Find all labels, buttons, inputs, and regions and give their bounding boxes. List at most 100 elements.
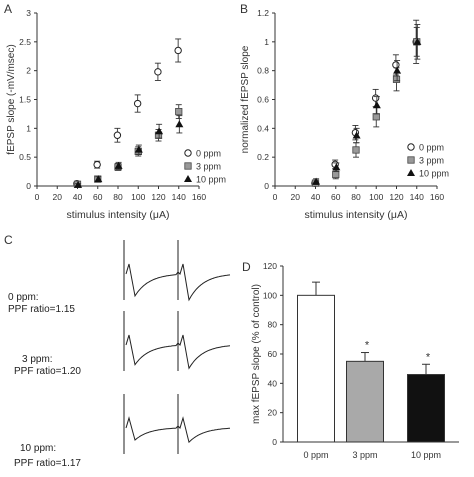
data-point: [175, 108, 183, 116]
trace-label-3ppm-line2: PPF ratio=1.20: [14, 366, 81, 377]
panel-a-y-tick-label: 0.5: [19, 152, 31, 162]
data-point: [113, 131, 122, 139]
panel-b-x-axis-label: stimulus intensity (μA): [305, 209, 408, 221]
panel-b-x-tick-label: 40: [311, 192, 321, 202]
data-point: [93, 160, 101, 169]
panel-letter-c: C: [4, 233, 13, 247]
panel-a-y-tick-label: 0: [26, 181, 31, 191]
panel-b-series-0: [311, 19, 420, 187]
panel-a-y-tick-label: 1: [26, 123, 31, 133]
panel-d-y-axis-label: max fEPSP slope (% of control): [251, 284, 262, 424]
significance-marker: *: [365, 340, 370, 352]
panel-letter-d: D: [242, 260, 251, 274]
panel-a-x-tick-label: 40: [73, 192, 83, 202]
panel-a-x-tick-label: 20: [53, 192, 63, 202]
panel-d-y-tick-label: 60: [268, 349, 278, 359]
data-point: [175, 120, 184, 128]
panel-a-legend-marker: [184, 162, 192, 170]
trace-waveform: [125, 416, 230, 444]
panel-d-y-tick-label: 40: [268, 378, 278, 388]
panel-letter-b: B: [240, 2, 249, 16]
panel-b-y-tick-label: 1: [264, 37, 269, 47]
data-point: [134, 145, 143, 153]
panel-b-chart: 0 20 40 60 80 100 120 140 160 0 0.2 0.4 0.6 0.8 1 1.2 st…: [240, 8, 449, 221]
data-point: [133, 99, 142, 108]
data-point: [392, 61, 400, 69]
panel-b-x-tick-label: 60: [331, 192, 341, 202]
data-point: [114, 161, 123, 169]
panel-b-y-tick-label: 0.2: [257, 152, 269, 162]
panel-b-x-tick-label: 0: [273, 192, 278, 202]
trace-waveform: [125, 334, 231, 370]
trace-2: [123, 394, 230, 454]
data-point: [154, 68, 162, 76]
trace-1: [123, 311, 231, 371]
panel-b-legend-marker: [407, 156, 415, 164]
panel-letter-a: A: [4, 2, 13, 16]
trace-waveform: [125, 263, 231, 302]
panel-a-series-2: [74, 115, 184, 188]
panel-b-series-2: [312, 24, 422, 186]
panel-b-x-tick-label: 100: [369, 192, 383, 202]
panel-a-legend-marker: [184, 149, 192, 157]
panel-b-x-tick-label: 20: [291, 192, 301, 202]
data-point: [352, 131, 361, 139]
data-point: [372, 113, 380, 121]
panel-b-x-tick-label: 160: [430, 192, 444, 202]
panel-a-y-axis-label: fEPSP slope (-mV/msec): [6, 44, 17, 154]
panel-b-x-tick-label: 80: [351, 192, 361, 202]
data-point: [371, 94, 380, 102]
panel-b-y-tick-label: 0.4: [257, 123, 269, 133]
data-point: [352, 146, 360, 154]
panel-d-y-tick-label: 120: [263, 261, 277, 271]
panel-a-legend-marker: [184, 175, 192, 182]
panel-a-legend-label: 0 ppm: [196, 149, 221, 159]
panel-b-x-tick-label: 120: [389, 192, 403, 202]
panel-b-legend-marker: [407, 143, 415, 151]
data-point: [332, 163, 341, 171]
data-point: [74, 180, 83, 188]
panel-a-x-tick-label: 160: [192, 192, 206, 202]
panel-a-chart: 0 20 40 60 80 100 120 140 160 0 0.5 1 1.5 2 2.5 3 stimul…: [6, 8, 226, 221]
panel-b-y-tick-label: 0: [264, 181, 269, 191]
panel-a-x-tick-label: 60: [93, 192, 103, 202]
panel-d-y-tick-label: 20: [268, 408, 278, 418]
panel-b-legend-label: 3 ppm: [419, 156, 444, 166]
trace-label-0ppm-line2: PPF ratio=1.15: [8, 304, 75, 315]
panel-b-series-1: [311, 26, 421, 187]
bar-category-label: 3 ppm: [352, 450, 377, 460]
panel-a-series-1: [73, 104, 183, 188]
trace-0: [123, 240, 231, 302]
panel-a-y-tick-label: 1.5: [19, 95, 31, 105]
panel-a-x-axis-label: stimulus intensity (μA): [67, 209, 170, 221]
panel-a-legend-label: 3 ppm: [196, 162, 221, 172]
trace-label-3ppm-line1: 3 ppm:: [22, 354, 53, 365]
panel-b-y-tick-label: 0.6: [257, 95, 269, 105]
data-point: [94, 175, 103, 183]
panel-b-legend-marker: [407, 169, 415, 176]
panel-a-y-tick-label: 2.5: [19, 37, 31, 47]
panel-a-series-0: [73, 38, 182, 188]
panel-b-legend-label: 10 ppm: [419, 169, 449, 179]
panel-a-x-tick-label: 80: [113, 192, 123, 202]
panel-b-legend-label: 0 ppm: [419, 143, 444, 153]
panel-d-y-tick-label: 0: [272, 437, 277, 447]
panel-d-chart: 0 20 40 60 80 100 120 max fEPSP slope (% of con…: [251, 261, 459, 460]
panel-b-y-axis-label: normalized fEPSP slope: [240, 45, 251, 153]
data-point: [155, 127, 164, 135]
data-point: [312, 177, 321, 185]
panel-b-y-tick-label: 1.2: [257, 8, 269, 18]
panel-a-y-tick-label: 2: [26, 66, 31, 76]
bar-category-label: 10 ppm: [411, 450, 441, 460]
panel-d-y-tick-label: 100: [263, 290, 277, 300]
trace-label-10ppm-line2: PPF ratio=1.17: [14, 458, 81, 469]
bar-2: [407, 374, 445, 443]
data-point: [372, 101, 381, 109]
data-point: [393, 66, 402, 74]
panel-a-legend-label: 10 ppm: [196, 175, 226, 185]
bar-1: [346, 360, 384, 443]
data-point: [174, 46, 182, 55]
significance-marker: *: [426, 351, 431, 363]
panel-b-x-tick-label: 140: [410, 192, 424, 202]
